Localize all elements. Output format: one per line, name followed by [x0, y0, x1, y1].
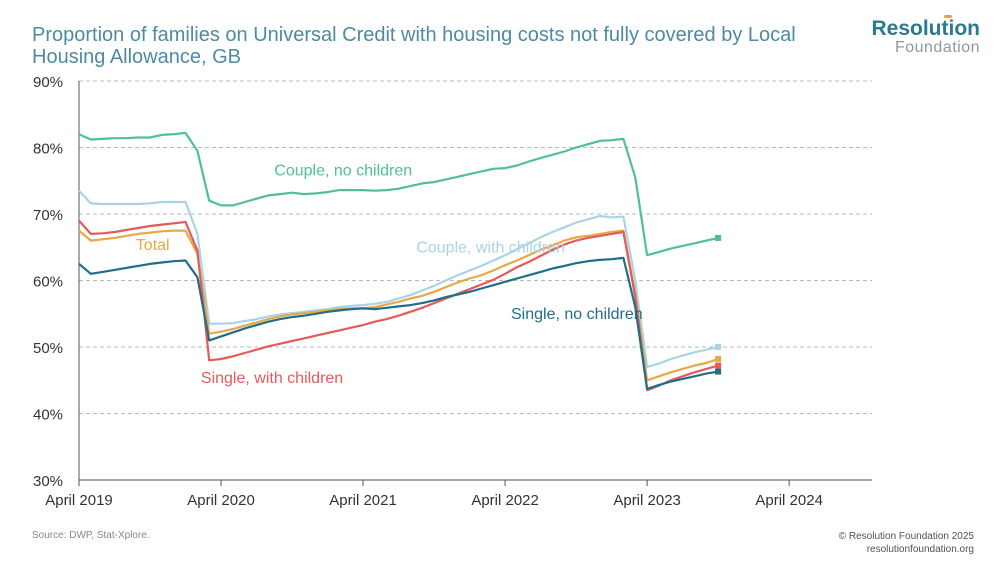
website-url: resolutionfoundation.org: [866, 544, 974, 555]
series-end-marker: [715, 355, 722, 362]
series-label: Single, no children: [511, 306, 643, 323]
x-tick-label: April 2023: [613, 492, 681, 509]
resolution-foundation-logo: Resolution Foundation: [871, 15, 981, 56]
series-label: Couple, with children: [416, 240, 565, 257]
y-tick-label: 60%: [33, 274, 63, 291]
series-labels: Couple, no children Couple, with children…: [136, 162, 643, 386]
copyright-text: © Resolution Foundation 2025: [838, 531, 974, 542]
series-lines: [78, 131, 719, 392]
x-axis-ticks: April 2019 April 2020 April 2021 April 2022…: [45, 480, 823, 509]
logo-accent-mark: [944, 15, 952, 18]
logo-sub-text: Foundation: [894, 39, 980, 56]
chart-title: Proportion of families on Universal Cred…: [32, 24, 796, 68]
series-end-marker: [715, 362, 722, 369]
y-tick-label: 70%: [33, 207, 63, 224]
series-line-total: [78, 229, 719, 382]
y-tick-label: 50%: [33, 340, 63, 357]
y-tick-label: 40%: [33, 407, 63, 424]
logo-main-text: Resolution: [871, 17, 981, 40]
y-axis-ticks: 30% 40% 50% 60% 70% 80% 90%: [33, 74, 63, 490]
series-line-single-with-children: [78, 219, 719, 392]
series-line-couple-with-children: [78, 189, 719, 368]
y-tick-label: 90%: [33, 74, 63, 91]
x-tick-label: April 2021: [329, 492, 397, 509]
series-line-couple-no-children: [78, 131, 719, 257]
series-end-marker: [715, 344, 722, 350]
series-label: Total: [136, 237, 170, 254]
copyright-block: © Resolution Foundation 2025 resolutionf…: [839, 530, 974, 556]
axes: [78, 81, 872, 481]
series-label: Single, with children: [201, 370, 343, 387]
source-note: Source: DWP, Stat-Xplore.: [32, 530, 150, 541]
y-tick-label: 30%: [33, 473, 63, 490]
y-tick-label: 80%: [33, 141, 63, 158]
grid-lines: [79, 80, 872, 414]
x-tick-label: April 2022: [471, 492, 539, 509]
series-end-marker: [715, 234, 722, 241]
x-tick-label: April 2024: [755, 492, 823, 509]
series-end-marker: [715, 368, 722, 375]
series-label: Couple, no children: [274, 162, 412, 179]
x-tick-label: April 2020: [187, 492, 255, 509]
x-tick-label: April 2019: [45, 492, 113, 509]
series-end-markers: [715, 234, 722, 375]
series-line-single-no-children: [78, 256, 719, 390]
